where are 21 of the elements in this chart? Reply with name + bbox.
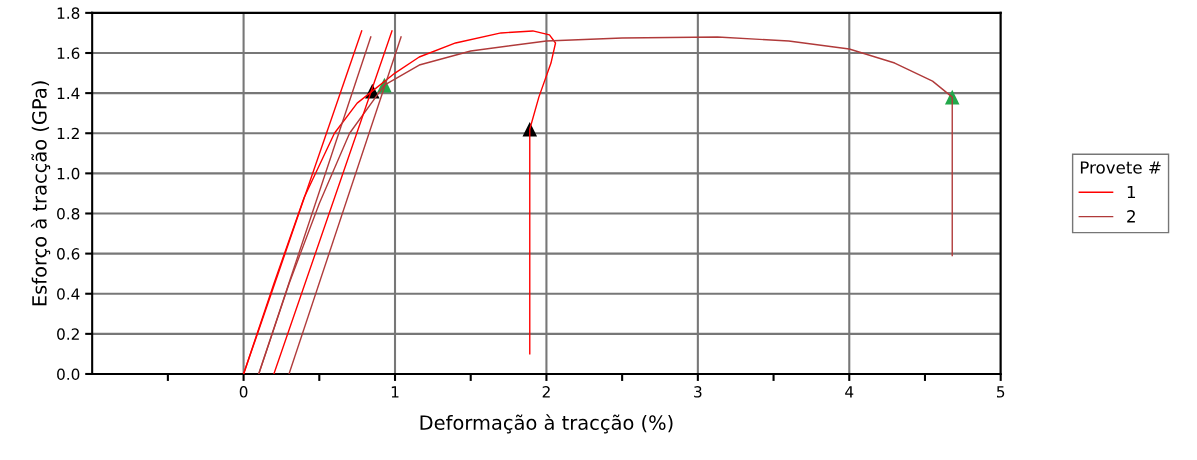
y-tick-label: 1.4 xyxy=(57,87,80,99)
x-tick-label: 5 xyxy=(997,386,1005,398)
y-tick-label: 1.2 xyxy=(57,127,79,140)
x-tick-label: 4 xyxy=(845,386,854,398)
x-axis-title: Deformação à tracção (%) xyxy=(420,414,673,434)
y-tick-label: 0.4 xyxy=(57,288,80,300)
legend-label: 1 xyxy=(1127,185,1136,199)
y-tick-label: 0.2 xyxy=(57,328,79,340)
y-tick-label: 0.8 xyxy=(57,207,80,220)
y-axis-title: Esforço à tracção (GPa) xyxy=(30,81,51,306)
legend-label: 2 xyxy=(1127,210,1135,223)
x-tick-label: 2 xyxy=(542,386,550,398)
y-tick-label: 1.0 xyxy=(57,167,80,180)
y-tick-label: 1.6 xyxy=(57,47,80,60)
y-tick-label: 0.6 xyxy=(57,248,80,260)
x-tick-label: 3 xyxy=(694,386,702,398)
x-tick-label: 1 xyxy=(391,386,399,398)
x-tick-label: 0 xyxy=(239,386,248,398)
y-tick-label: 0.0 xyxy=(57,368,80,380)
legend-title: Provete # xyxy=(1080,161,1161,174)
y-tick-label: 1.8 xyxy=(57,7,80,19)
